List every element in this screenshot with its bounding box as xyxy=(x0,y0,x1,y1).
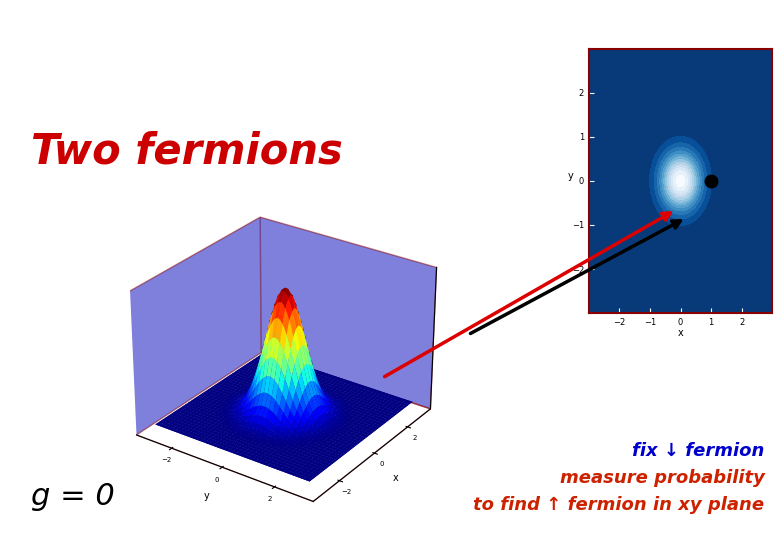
Text: measure probability: measure probability xyxy=(559,469,764,487)
Y-axis label: x: x xyxy=(393,472,399,483)
Text: g = 0: g = 0 xyxy=(31,482,115,511)
Text: fix ↓ fermion: fix ↓ fermion xyxy=(632,442,764,460)
Y-axis label: y: y xyxy=(568,171,573,181)
Text: Structure of w.f. from Conditional probability: Structure of w.f. from Conditional proba… xyxy=(89,8,691,32)
Text: Two fermions: Two fermions xyxy=(31,130,343,172)
X-axis label: x: x xyxy=(678,328,683,339)
Text: to find ↑ fermion in xy plane: to find ↑ fermion in xy plane xyxy=(473,496,764,514)
X-axis label: y: y xyxy=(204,490,210,501)
